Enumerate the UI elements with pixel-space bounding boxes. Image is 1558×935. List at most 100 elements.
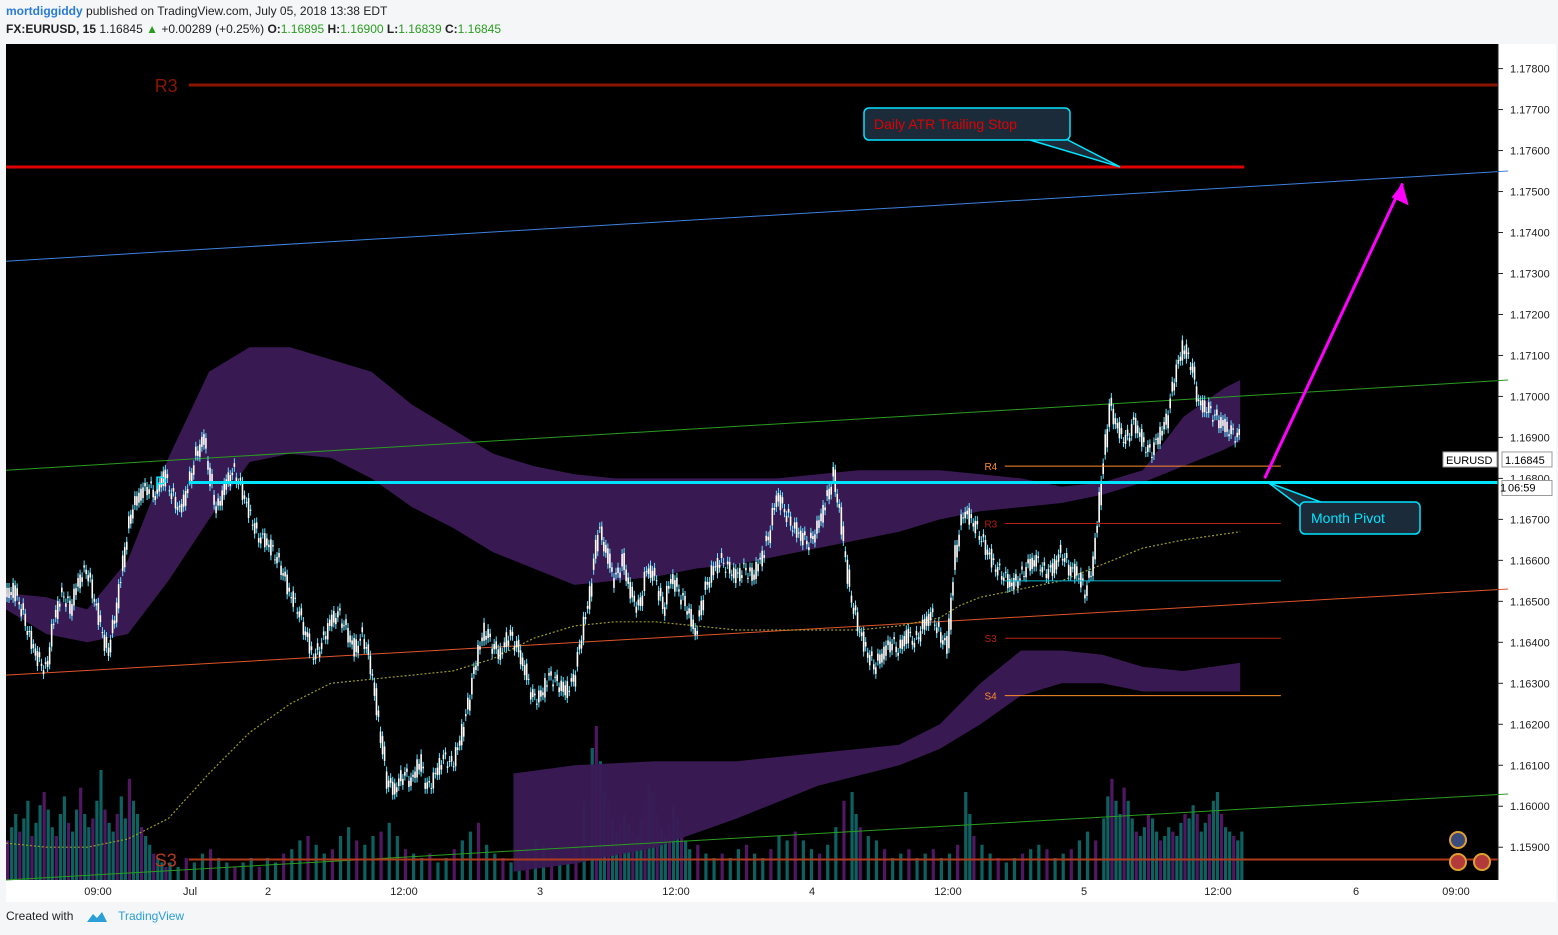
volume-bar: [322, 853, 326, 880]
price-candle: [351, 640, 353, 645]
price-candle: [917, 637, 920, 639]
price-candle: [743, 563, 745, 565]
price-candle: [946, 636, 948, 654]
price-candle: [578, 644, 581, 650]
price-candle: [820, 513, 822, 522]
price-candle: [219, 501, 221, 506]
price-candle: [499, 647, 502, 660]
volume-bar: [1175, 836, 1179, 880]
price-candle: [775, 495, 778, 508]
price-candle: [1195, 386, 1198, 402]
volume-bar: [241, 862, 245, 880]
volume-bar: [107, 822, 111, 880]
volume-bar: [671, 805, 676, 880]
price-candle: [288, 587, 290, 592]
price-candle: [801, 533, 804, 546]
price-candle: [172, 487, 175, 492]
price-candle: [343, 625, 345, 627]
volume-bar: [728, 858, 732, 880]
volume-bar: [939, 858, 943, 880]
price-chart[interactable]: R3 P S3 R4 R3 S3 S4 Daily ATR Trailing Stop Mont…: [6, 44, 1556, 902]
volume-bar: [58, 814, 62, 880]
price-candle: [1187, 352, 1190, 354]
price-candle: [619, 572, 621, 578]
price-candle: [1165, 413, 1167, 425]
price-candle: [507, 640, 510, 646]
author-name[interactable]: mortdiggiddy: [6, 4, 83, 18]
price-candle: [144, 482, 146, 487]
price-candle: [448, 760, 451, 762]
price-candle: [791, 530, 794, 532]
volume-bar: [42, 792, 46, 880]
price-candle: [554, 676, 556, 678]
price-candle: [812, 536, 814, 540]
price-bars-group: [6, 335, 1241, 800]
price-candle: [456, 747, 459, 751]
price-candle: [414, 771, 416, 778]
price-candle: [402, 778, 404, 785]
price-candle: [712, 566, 715, 576]
week-pivot-label: R3: [984, 519, 997, 530]
volume-bar: [696, 844, 700, 880]
price-candle: [998, 563, 1001, 566]
price-candle: [1155, 438, 1157, 440]
volume-bar: [1138, 836, 1142, 880]
time-axis-background: [6, 880, 1498, 902]
price-candle: [1134, 418, 1137, 434]
price-candle: [637, 599, 640, 606]
price-candle: [808, 547, 810, 551]
price-candle: [1189, 366, 1192, 370]
volume-bar: [655, 814, 659, 880]
volume-bar: [192, 862, 196, 880]
price-candle: [661, 596, 664, 609]
price-candle: [400, 770, 402, 782]
price-candle: [1207, 402, 1210, 413]
price-candle: [732, 567, 735, 579]
price-candle: [684, 595, 686, 607]
price-candle: [964, 511, 966, 519]
price-candle: [1118, 421, 1121, 439]
price-candle: [958, 534, 960, 547]
price-candle: [1205, 411, 1208, 413]
price-candle: [836, 493, 839, 503]
price-candle: [180, 503, 183, 513]
tradingview-link[interactable]: TradingView: [118, 909, 185, 923]
price-candle: [119, 582, 122, 584]
volume-bar: [476, 822, 481, 880]
price-candle: [241, 481, 244, 500]
price-candle: [686, 611, 688, 615]
price-candle: [992, 558, 995, 561]
price-candle: [1063, 557, 1066, 562]
price-candle: [978, 535, 981, 540]
price-candle: [1013, 577, 1015, 590]
volume-bar: [1195, 814, 1199, 880]
price-candle: [907, 628, 910, 644]
price-candle: [1136, 425, 1139, 434]
volume-bar: [10, 827, 14, 880]
price-candle: [881, 653, 883, 663]
price-candle: [980, 541, 983, 543]
price-candle: [899, 639, 901, 649]
price-candle: [264, 533, 266, 548]
price-candle: [1041, 567, 1044, 573]
price-candle: [1199, 400, 1202, 406]
price-candle: [410, 777, 412, 786]
low-label: L:: [386, 22, 399, 36]
price-candle: [1055, 560, 1058, 570]
price-candle: [558, 687, 560, 693]
price-candle: [1183, 350, 1186, 355]
week-pivot-label: S4: [984, 692, 997, 703]
volume-bar: [1061, 853, 1065, 880]
price-candle: [22, 603, 25, 611]
price-candle: [854, 605, 857, 611]
price-candle: [584, 617, 587, 620]
price-candle: [83, 565, 85, 568]
price-candle: [722, 562, 725, 564]
volume-bar: [46, 809, 50, 880]
price-candle: [897, 652, 899, 656]
price-candle: [85, 569, 87, 574]
volume-bar: [420, 858, 424, 880]
price-candle: [511, 631, 514, 636]
price-candle: [1173, 383, 1176, 391]
price-candle: [408, 780, 410, 787]
